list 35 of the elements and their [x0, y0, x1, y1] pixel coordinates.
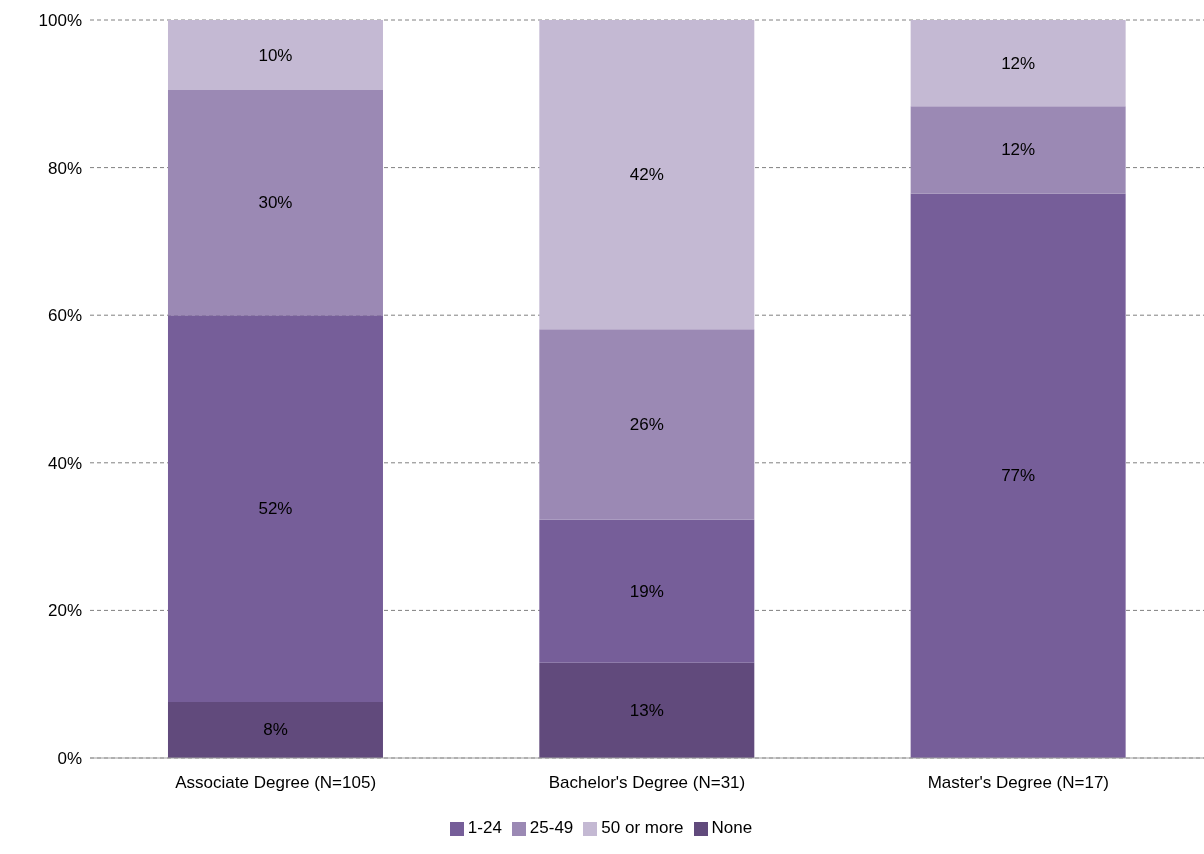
data-label: 42%: [629, 165, 664, 185]
data-label: 10%: [258, 45, 293, 65]
x-tick-label: Bachelor's Degree (N=31): [548, 773, 746, 793]
y-tick-label: 80%: [47, 158, 82, 178]
legend-label: None: [711, 818, 753, 837]
legend-label: 50 or more: [601, 818, 684, 837]
data-label: 52%: [258, 499, 293, 519]
bar: [167, 20, 383, 91]
bar: [167, 315, 383, 702]
bar: [539, 329, 755, 520]
data-label: 13%: [629, 700, 664, 720]
data-label: 12%: [1001, 140, 1036, 160]
bar: [910, 193, 1126, 758]
data-label: 19%: [629, 581, 664, 601]
data-label: 26%: [629, 414, 664, 434]
legend-label: 1-24: [467, 818, 502, 837]
bar: [167, 701, 383, 758]
bar: [539, 519, 755, 663]
bar: [539, 662, 755, 758]
y-tick-label: 100%: [38, 11, 82, 31]
y-tick-label: 20%: [47, 601, 82, 621]
legend-label: 25-49: [529, 818, 574, 837]
x-tick-label: Master's Degree (N=17): [927, 773, 1110, 793]
x-tick-label: Associate Degree (N=105): [175, 773, 377, 793]
y-tick-label: 60%: [47, 306, 82, 326]
y-tick-label: 0%: [57, 749, 82, 769]
data-label: 30%: [258, 193, 293, 213]
y-tick-label: 40%: [47, 453, 82, 473]
data-label: 8%: [263, 720, 288, 740]
data-label: 77%: [1001, 466, 1036, 486]
bar: [910, 106, 1126, 194]
bar: [539, 20, 755, 330]
bar: [167, 90, 383, 316]
bar: [910, 20, 1126, 107]
data-label: 12%: [1001, 53, 1036, 73]
